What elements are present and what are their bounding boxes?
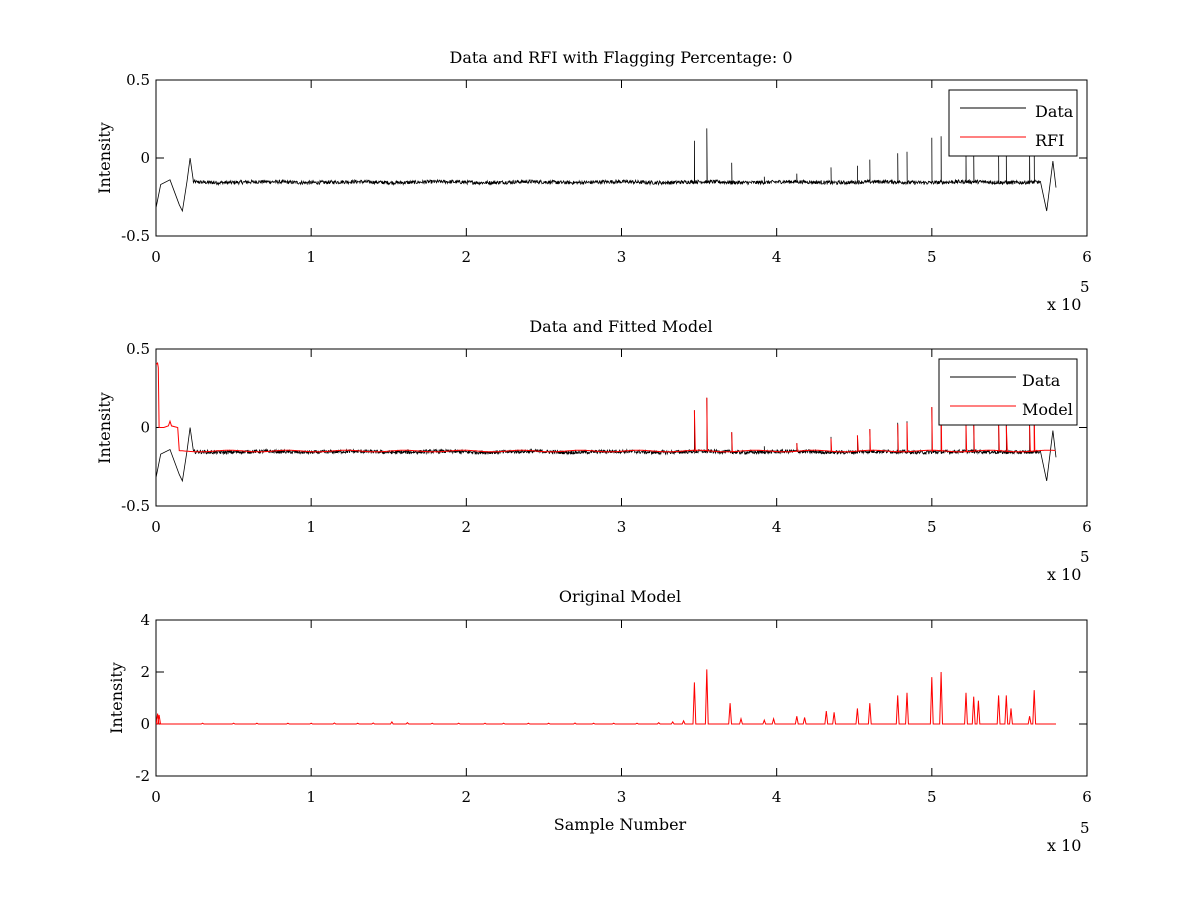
- x-tick-label: 3: [617, 518, 627, 536]
- y-tick-label: 0: [140, 419, 150, 437]
- x-tick-label: 0: [151, 248, 161, 266]
- panel-2-legend-box: [938, 358, 1078, 426]
- x-tick-label: 5: [927, 248, 937, 266]
- x-tick-label: 0: [151, 518, 161, 536]
- panel-data-rfi: Data and RFI with Flagging Percentage: 0…: [95, 48, 1092, 314]
- panel-2-x-exponent: 5: [1080, 548, 1090, 566]
- panel-2-ticks: 0 1 2 3 4 5 6-0.500.5: [121, 340, 1092, 536]
- legend-label-rfi: RFI: [1035, 131, 1064, 150]
- panel-1-plot-area: [156, 128, 1057, 213]
- x-tick-label: 2: [462, 788, 472, 806]
- legend-label-data-2: Data: [1022, 371, 1061, 390]
- series-line: [156, 397, 1057, 483]
- x-tick-label: 6: [1082, 788, 1092, 806]
- y-tick-label: 0: [140, 149, 150, 167]
- panel-2-plot-area: [156, 362, 1057, 483]
- panel-1-title: Data and RFI with Flagging Percentage: 0: [449, 48, 792, 67]
- y-tick-label: -0.5: [121, 497, 150, 515]
- panel-3-x-multiplier: x 10: [1047, 836, 1081, 855]
- x-tick-label: 6: [1082, 248, 1092, 266]
- y-tick-label: 0.5: [126, 71, 150, 89]
- panel-2-ylabel: Intensity: [95, 392, 114, 464]
- panel-2-title: Data and Fitted Model: [529, 317, 712, 336]
- panel-3-ylabel: Intensity: [107, 662, 126, 734]
- panel-3-xlabel: Sample Number: [554, 815, 687, 834]
- legend-label-data: Data: [1035, 102, 1074, 121]
- legend-label-model: Model: [1022, 400, 1073, 419]
- x-tick-label: 2: [462, 518, 472, 536]
- x-tick-label: 5: [927, 518, 937, 536]
- x-tick-label: 1: [306, 248, 316, 266]
- series-line: [156, 669, 1056, 725]
- series-original-model: [156, 669, 1056, 725]
- panel-1-x-multiplier: x 10: [1047, 295, 1081, 314]
- panel-3-plot-area: [156, 669, 1056, 725]
- panel-3-x-exponent: 5: [1080, 819, 1090, 837]
- y-tick-label: 0: [140, 715, 150, 733]
- y-tick-label: 2: [140, 663, 150, 681]
- y-tick-label: 0.5: [126, 340, 150, 358]
- x-tick-label: 4: [772, 788, 782, 806]
- series-data: [156, 397, 1057, 483]
- y-tick-label: -2: [135, 767, 150, 785]
- panel-1-x-exponent: 5: [1080, 278, 1090, 296]
- panel-1-legend-box: [948, 89, 1078, 157]
- panel-data-model: Data and Fitted Model 0 1 2 3 4 5 6-0.500.5 In…: [95, 317, 1092, 584]
- x-tick-label: 1: [306, 518, 316, 536]
- x-tick-label: 3: [617, 248, 627, 266]
- panel-1-legend: Data RFI: [948, 89, 1078, 157]
- x-tick-label: 4: [772, 518, 782, 536]
- x-tick-label: 3: [617, 788, 627, 806]
- panel-1-axes: [155, 79, 1088, 237]
- series-line: [156, 362, 1056, 453]
- x-tick-label: 2: [462, 248, 472, 266]
- x-tick-label: 1: [306, 788, 316, 806]
- series-data: [156, 128, 1057, 213]
- series-model: [156, 362, 1056, 453]
- y-tick-label: 4: [140, 611, 150, 629]
- x-tick-label: 5: [927, 788, 937, 806]
- panel-1-ticks: 0 1 2 3 4 5 6-0.500.5: [121, 71, 1092, 266]
- x-tick-label: 6: [1082, 518, 1092, 536]
- panel-2-x-multiplier: x 10: [1047, 565, 1081, 584]
- panel-3-axes: [155, 619, 1088, 777]
- x-tick-label: 4: [772, 248, 782, 266]
- panel-1-ylabel: Intensity: [95, 122, 114, 194]
- panel-3-title: Original Model: [559, 587, 681, 606]
- y-tick-label: -0.5: [121, 227, 150, 245]
- x-tick-label: 0: [151, 788, 161, 806]
- panel-2-legend: Data Model: [938, 358, 1078, 426]
- series-line: [156, 128, 1057, 213]
